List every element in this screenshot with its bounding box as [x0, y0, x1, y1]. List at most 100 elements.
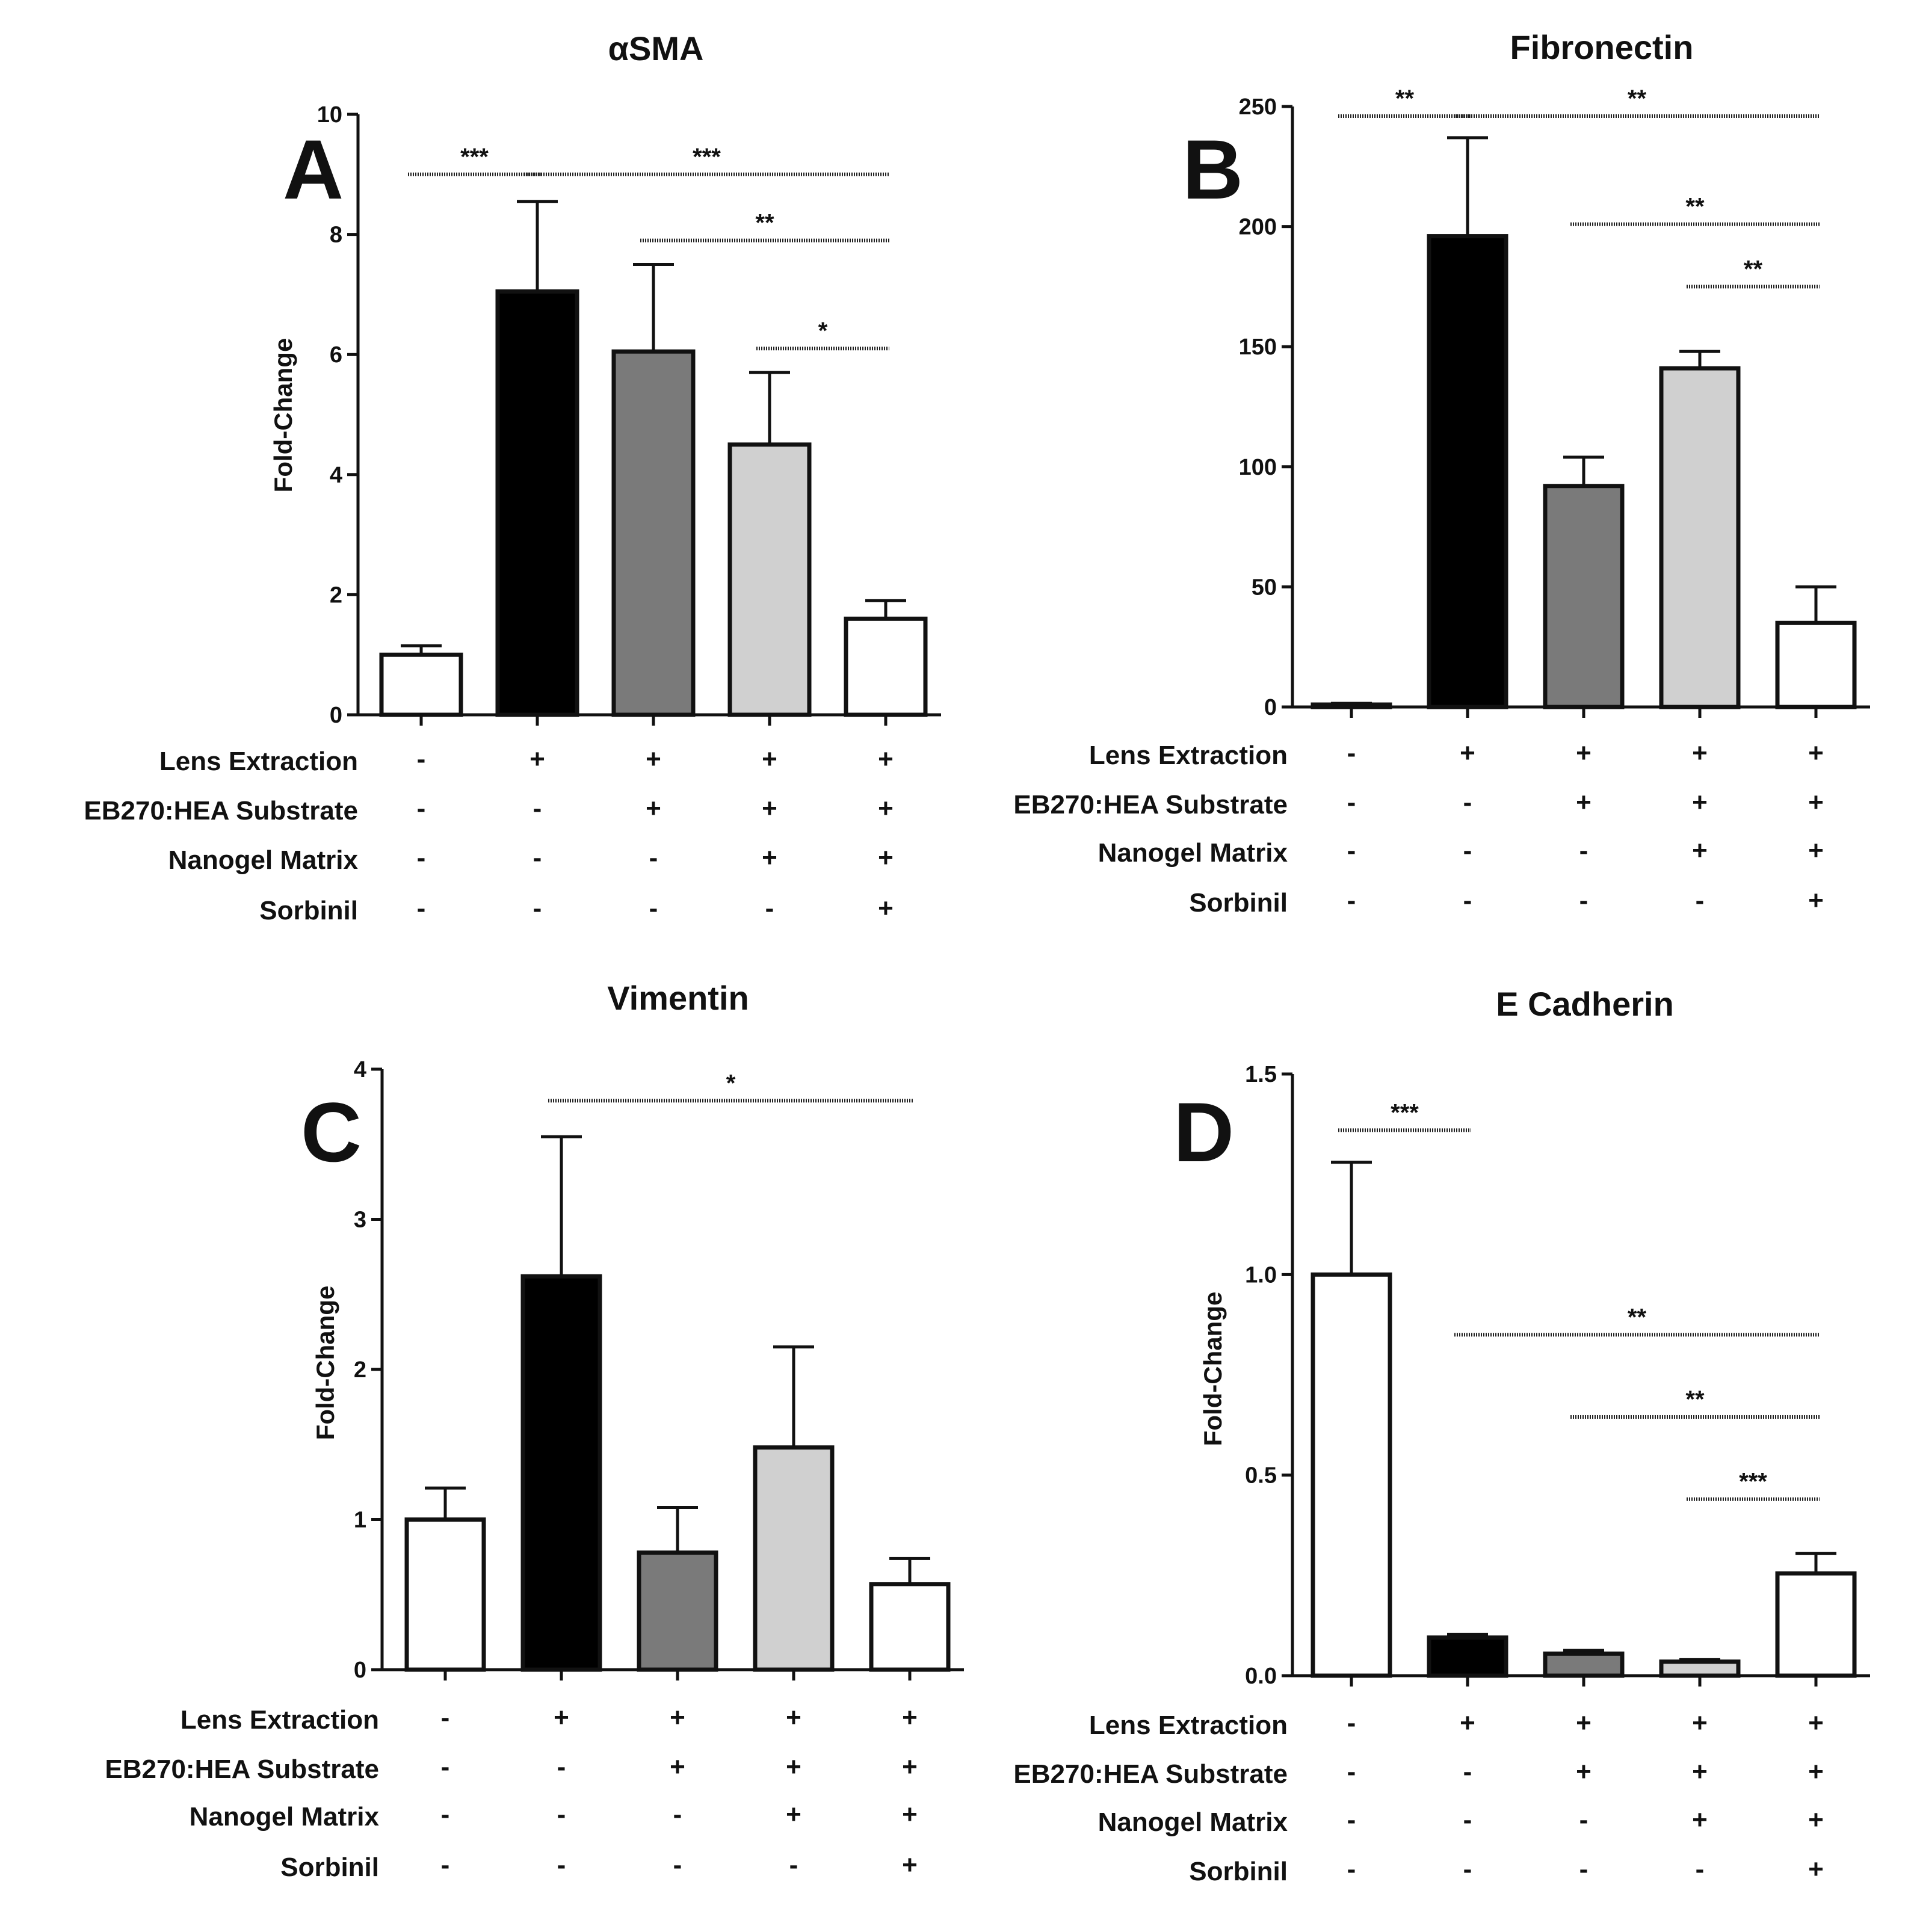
condition-sign: +: [529, 744, 545, 774]
condition-sign: +: [762, 794, 777, 823]
condition-sign: -: [1463, 886, 1472, 915]
condition-sign: -: [649, 893, 658, 923]
condition-row-label: Sorbinil: [1189, 1857, 1288, 1886]
y-tick-label: 10: [317, 102, 342, 128]
condition-sign: +: [1576, 1708, 1592, 1738]
significance-label: **: [1628, 85, 1647, 112]
condition-sign: +: [646, 794, 661, 823]
condition-sign: +: [1576, 788, 1592, 817]
bar: [1543, 484, 1625, 709]
condition-sign: -: [765, 893, 774, 923]
panel-d: E CadherinDFold-Change0.00.51.01.5******…: [1013, 985, 1870, 1886]
condition-sign: -: [417, 794, 426, 823]
panel-b: Fibronectin B 0 50 100 150 200 250 ** ** ** ** Lens …: [1013, 28, 1870, 918]
condition-sign: +: [1808, 836, 1824, 865]
condition-row-label: Lens Extraction: [1089, 1711, 1288, 1740]
condition-sign: -: [1579, 836, 1588, 865]
bar: [404, 1517, 486, 1672]
condition-sign: -: [1463, 788, 1472, 817]
condition-sign: -: [789, 1850, 798, 1880]
condition-sign: +: [1808, 886, 1824, 915]
condition-sign: -: [533, 893, 542, 923]
condition-sign: +: [1692, 788, 1708, 817]
condition-sign: -: [533, 843, 542, 872]
condition-sign: +: [1808, 738, 1824, 768]
condition-sign: +: [786, 1752, 801, 1782]
y-tick-label: 50: [1252, 575, 1277, 600]
condition-sign: -: [441, 1850, 450, 1880]
condition-row-label: Nanogel Matrix: [190, 1802, 380, 1832]
significance-label: **: [1685, 1386, 1705, 1413]
condition-sign: -: [1347, 836, 1356, 865]
bar: [1543, 1651, 1625, 1678]
panel-letter: B: [1182, 122, 1243, 217]
chart-title: Vimentin: [607, 979, 749, 1017]
y-tick-label: 2: [354, 1357, 366, 1383]
condition-sign: -: [1463, 1757, 1472, 1786]
y-tick-label: 3: [354, 1208, 366, 1233]
condition-sign: +: [786, 1800, 801, 1829]
condition-sign: -: [1579, 1854, 1588, 1884]
condition-sign: -: [557, 1752, 566, 1782]
condition-sign: +: [1808, 1757, 1824, 1786]
condition-sign: -: [557, 1800, 566, 1829]
bar: [1659, 366, 1741, 709]
significance-label: ***: [1391, 1099, 1419, 1126]
significance-label: **: [755, 210, 774, 236]
y-tick-label: 150: [1239, 335, 1277, 360]
condition-sign: -: [1347, 1854, 1356, 1884]
condition-sign: +: [1808, 788, 1824, 817]
condition-sign: -: [441, 1703, 450, 1732]
significance-label: *: [818, 318, 828, 344]
condition-row-label: EB270:HEA Substrate: [105, 1755, 379, 1784]
condition-sign: +: [1576, 1757, 1592, 1786]
y-tick-label: 200: [1239, 215, 1277, 240]
significance-label: *: [726, 1070, 736, 1096]
condition-sign: -: [1579, 886, 1588, 915]
condition-sign: +: [786, 1703, 801, 1732]
condition-sign: -: [557, 1850, 566, 1880]
condition-sign: -: [1347, 1757, 1356, 1786]
condition-row-label: Lens Extraction: [181, 1705, 379, 1735]
bar: [520, 1274, 602, 1672]
condition-row-label: EB270:HEA Substrate: [84, 796, 358, 826]
condition-sign: +: [1460, 1708, 1475, 1738]
panel-c: Vimentin C Fold-Change 0 1 2 3 4 * Lens Extractio…: [105, 979, 964, 1882]
condition-sign: -: [1696, 886, 1705, 915]
condition-sign: +: [902, 1800, 918, 1829]
chart-title: Fibronectin: [1510, 28, 1694, 66]
condition-sign: +: [670, 1752, 685, 1782]
y-axis-label: Fold-Change: [269, 338, 297, 493]
condition-sign: +: [1576, 738, 1592, 768]
bar: [1775, 1571, 1857, 1678]
condition-sign: +: [878, 794, 894, 823]
condition-sign: +: [646, 744, 661, 774]
bar: [1311, 702, 1392, 709]
y-tick-label: 4: [354, 1057, 366, 1082]
condition-sign: -: [649, 843, 658, 872]
y-tick-label: 0.5: [1245, 1463, 1277, 1489]
condition-sign: -: [1463, 1854, 1472, 1884]
condition-row-label: Sorbinil: [259, 896, 358, 925]
condition-sign: -: [1347, 886, 1356, 915]
condition-sign: +: [1808, 1854, 1824, 1884]
condition-sign: -: [417, 744, 426, 774]
panel-letter: A: [283, 122, 344, 217]
y-axis-label: Fold-Change: [1199, 1292, 1227, 1446]
bar: [495, 289, 579, 717]
condition-row-label: Sorbinil: [280, 1853, 379, 1882]
panel-letter: D: [1173, 1085, 1234, 1179]
condition-sign: -: [1347, 738, 1356, 768]
condition-sign: +: [878, 744, 894, 774]
condition-sign: +: [1808, 1708, 1824, 1738]
condition-sign: +: [762, 744, 777, 774]
condition-sign: +: [878, 843, 894, 872]
condition-sign: -: [673, 1800, 682, 1829]
significance-label: ***: [460, 144, 489, 170]
bar: [727, 442, 812, 717]
condition-row-label: Lens Extraction: [159, 747, 358, 776]
y-tick-label: 2: [330, 582, 342, 608]
condition-sign: -: [1347, 1805, 1356, 1835]
y-tick-label: 8: [330, 223, 342, 248]
